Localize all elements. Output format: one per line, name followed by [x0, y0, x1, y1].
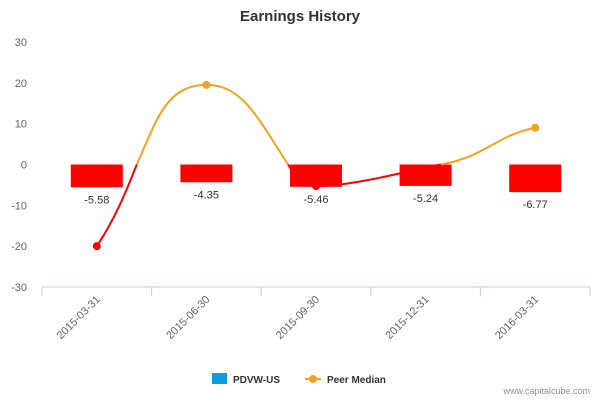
- peer-median-point: [92, 242, 101, 251]
- peer-median-point: [531, 123, 540, 132]
- bar-value-label: -4.35: [194, 189, 219, 201]
- bar-value-label: -5.46: [303, 194, 328, 206]
- legend: PDVW-US Peer Median: [212, 373, 386, 386]
- x-tick-label: 2015-06-30: [164, 294, 212, 342]
- data-labels: -5.58 -4.35 -5.46 -5.24 -6.77: [84, 189, 547, 211]
- legend-label-peer: Peer Median: [327, 375, 386, 386]
- y-tick-label: 0: [21, 160, 27, 172]
- peer-median-point: [202, 80, 211, 89]
- y-tick-label: 30: [15, 37, 27, 49]
- x-tick-label: 2016-03-31: [493, 294, 541, 342]
- peer-line-negative: [287, 163, 442, 188]
- x-tick-label: 2015-12-31: [383, 294, 431, 342]
- y-tick-label: -30: [11, 282, 27, 294]
- bar-value-label: -5.24: [413, 193, 438, 205]
- peer-line-positive: [135, 83, 289, 166]
- legend-label-pdvw: PDVW-US: [233, 375, 280, 386]
- y-tick-label: -10: [11, 200, 27, 212]
- peer-line-negative: [95, 164, 138, 247]
- x-axis: 2015-03-31 2015-06-30 2015-09-30 2015-12-31…: [41, 287, 591, 342]
- chart-title: Earnings History: [240, 8, 361, 25]
- y-tick-label: -20: [11, 241, 27, 253]
- legend-marker-peer: [309, 375, 317, 383]
- peer-line-positive: [440, 126, 536, 166]
- credit-text: www.capitalcube.com: [502, 386, 590, 396]
- bar: [70, 164, 123, 188]
- y-tick-label: 20: [15, 78, 27, 90]
- line-series: [92, 80, 540, 251]
- x-tick-label: 2015-03-31: [55, 294, 103, 342]
- bar: [180, 164, 233, 183]
- bar-value-label: -5.58: [84, 194, 109, 206]
- bar-value-label: -6.77: [523, 199, 548, 211]
- y-tick-label: 10: [15, 119, 27, 131]
- bar: [509, 164, 562, 193]
- peer-median-point: [312, 182, 320, 191]
- legend-swatch-pdvw: [212, 373, 227, 384]
- x-tick-label: 2015-09-30: [274, 294, 322, 342]
- y-axis: 30 20 10 0 -10 -20 -30: [11, 37, 27, 294]
